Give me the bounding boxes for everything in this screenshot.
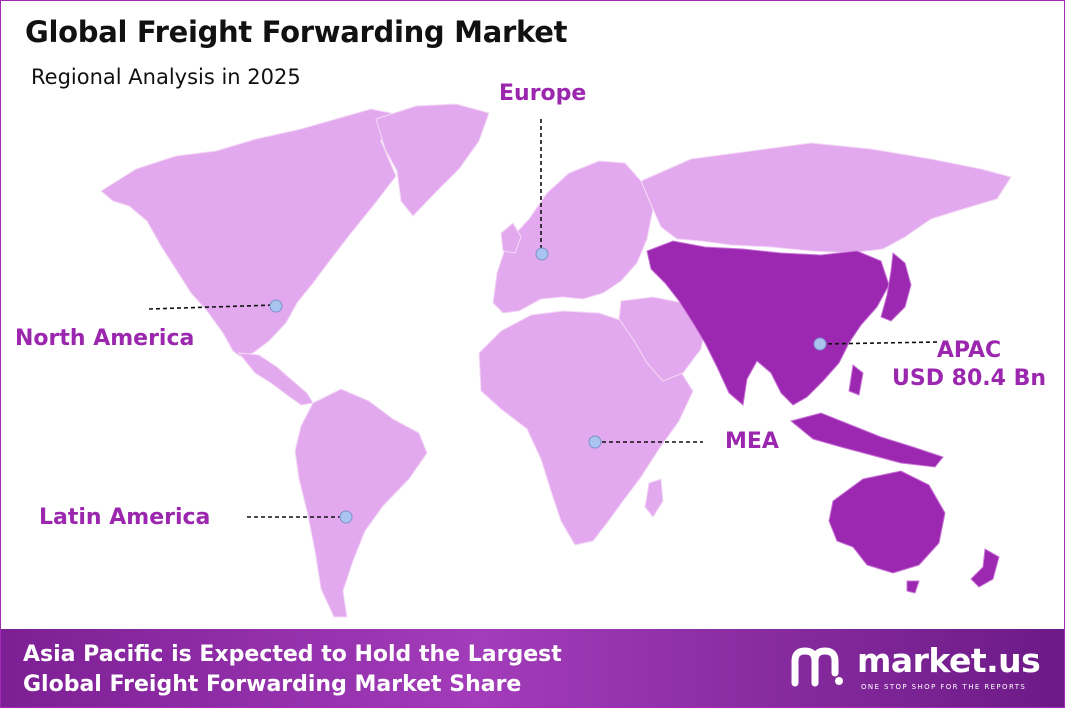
market-us-logo-icon [791, 647, 843, 687]
asia-pacific-landmass [646, 240, 890, 406]
apac-marker [813, 337, 827, 351]
region-label-europe: Europe [499, 81, 587, 106]
footer-line-2: Global Freight Forwarding Market Share [23, 672, 522, 697]
region-label-latin-america: Latin America [39, 505, 211, 530]
world-map [100, 103, 1012, 618]
latin-america-marker [339, 510, 353, 524]
southeast-asia-landmass [789, 412, 944, 468]
apac-name: APAC [936, 338, 1002, 363]
tasmania-landmass [906, 580, 920, 594]
apac-value: USD 80.4 Bn [892, 366, 1046, 391]
russia-landmass [640, 142, 1012, 254]
uk-landmass [500, 222, 522, 254]
page-subtitle: Regional Analysis in 2025 [31, 65, 301, 89]
central-america-landmass [237, 352, 314, 406]
australia-landmass [828, 470, 946, 574]
region-label-north-america: North America [15, 326, 195, 351]
brand-tagline: ONE STOP SHOP FOR THE REPORTS [861, 683, 1027, 691]
greenland-landmass [375, 103, 490, 217]
mea-marker [588, 435, 602, 449]
brand-logo: market.us ONE STOP SHOP FOR THE REPORTS [791, 641, 1041, 697]
brand-name: market.us [857, 641, 1041, 680]
north-america-connector [148, 304, 276, 310]
footer-banner: Asia Pacific is Expected to Hold the Lar… [1, 629, 1064, 707]
madagascar-landmass [644, 478, 664, 518]
region-label-mea: MEA [725, 429, 779, 454]
north-america-marker [269, 299, 283, 313]
middle-east-landmass [618, 296, 708, 382]
europe-marker [535, 247, 549, 261]
page-title: Global Freight Forwarding Market [25, 15, 568, 49]
new-zealand-landmass [970, 548, 1000, 588]
south-america-landmass [294, 388, 428, 618]
philippines-landmass [848, 364, 864, 396]
north-america-landmass [100, 108, 397, 358]
footer-text: Asia Pacific is Expected to Hold the Lar… [23, 640, 562, 700]
europe-landmass [492, 160, 654, 314]
apac-connector [820, 341, 940, 345]
footer-line-1: Asia Pacific is Expected to Hold the Lar… [23, 642, 562, 667]
africa-landmass [478, 310, 694, 546]
region-label-apac: APAC USD 80.4 Bn [889, 337, 1049, 393]
japan-landmass [880, 252, 912, 322]
